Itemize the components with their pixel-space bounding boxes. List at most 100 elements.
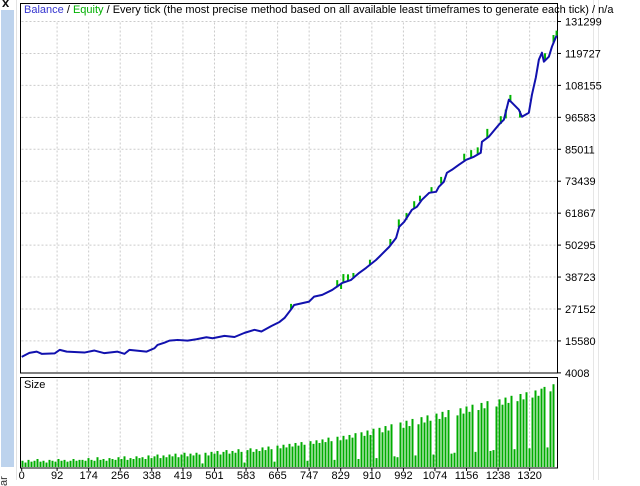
size-bar [216,450,219,467]
y-axis-label: 61867 [565,208,596,220]
size-bar [486,401,489,467]
size-bar [96,457,99,467]
size-bar [483,408,486,467]
size-bar [405,420,408,467]
size-bar [249,448,252,467]
y-axis-label: 119727 [565,48,601,60]
x-axis-label: 1074 [423,470,447,480]
size-bar [339,440,342,467]
size-bar [198,454,201,467]
x-axis-label: 174 [79,470,97,480]
size-bar [267,446,270,467]
size-bar [30,461,33,467]
left-scrollbar-strip[interactable] [1,10,14,467]
size-bar [531,397,534,467]
size-bar [504,397,507,467]
size-bar [120,458,123,467]
x-axis-label: 0 [19,470,25,480]
size-bar [462,413,465,467]
size-bar [519,394,522,467]
size-bar [159,458,162,467]
size-bar [423,422,426,467]
size-bar [108,458,111,467]
size-bar [306,460,309,467]
size-bar [363,435,366,467]
x-axis-label: 1238 [486,470,510,480]
size-bar [174,453,177,467]
size-bar [144,458,147,467]
legend-balance-label: Balance [24,4,64,16]
size-bar [390,424,393,467]
size-bar [204,452,207,467]
y-axis-label: 85011 [565,144,595,156]
size-bar [156,454,159,467]
size-bar [480,402,483,467]
size-bar [129,458,132,467]
size-bar [378,427,381,467]
size-bar [288,443,291,467]
size-bar [330,441,333,467]
size-bar [168,454,171,467]
legend-method-text: Every tick (the most precise method base… [112,4,589,16]
x-axis-label: 1320 [517,470,541,480]
size-bar [507,402,510,467]
size-bar [237,449,240,467]
size-bar [345,439,348,467]
size-bar [42,460,45,467]
size-bar [402,427,405,467]
balance-line [21,35,558,358]
size-bar [201,463,204,467]
right-scrollbar-track[interactable] [593,0,599,480]
size-bar [276,445,279,467]
size-bar [420,417,423,467]
x-axis-label: 338 [143,470,161,480]
size-bar [69,460,72,467]
x-axis-label: 419 [174,470,192,480]
size-bar [492,450,495,467]
size-bar [459,408,462,467]
size-bar [357,458,360,467]
size-bar [315,440,318,467]
size-bar [495,406,498,467]
main-plot-border [20,3,558,374]
size-bar [75,460,78,467]
size-bar [381,432,384,467]
size-bar [258,450,261,467]
size-bar [72,458,75,467]
size-bar [384,426,387,467]
size-bar [393,456,396,467]
size-bar [255,449,258,467]
y-axis-label: 131299 [565,17,602,29]
left-strip-divider [16,0,17,480]
size-bar [549,391,552,467]
size-bar [222,451,225,467]
size-bar [273,461,276,467]
size-bar [435,413,438,467]
size-bar [186,456,189,467]
size-bar [318,442,321,467]
size-bar [78,459,81,467]
size-bar [348,434,351,467]
size-bar [207,455,210,467]
size-bar [372,428,375,467]
size-bar [234,452,237,467]
size-bar [285,447,288,467]
size-bar [438,418,441,467]
size-bar [45,462,48,467]
size-bar [450,453,453,467]
size-bar [246,450,249,467]
size-bar [105,460,108,467]
size-bar [228,453,231,467]
close-icon[interactable]: x [2,0,10,10]
size-bar [117,457,120,467]
size-bar [417,424,420,467]
size-bar [126,459,129,467]
x-axis-label: 92 [51,470,63,480]
size-bar [114,459,117,467]
size-bar [321,439,324,467]
size-bar [192,455,195,467]
size-bar [39,461,42,467]
size-bar [324,442,327,467]
size-panel-label: Size [24,379,46,391]
size-bar [60,460,63,467]
